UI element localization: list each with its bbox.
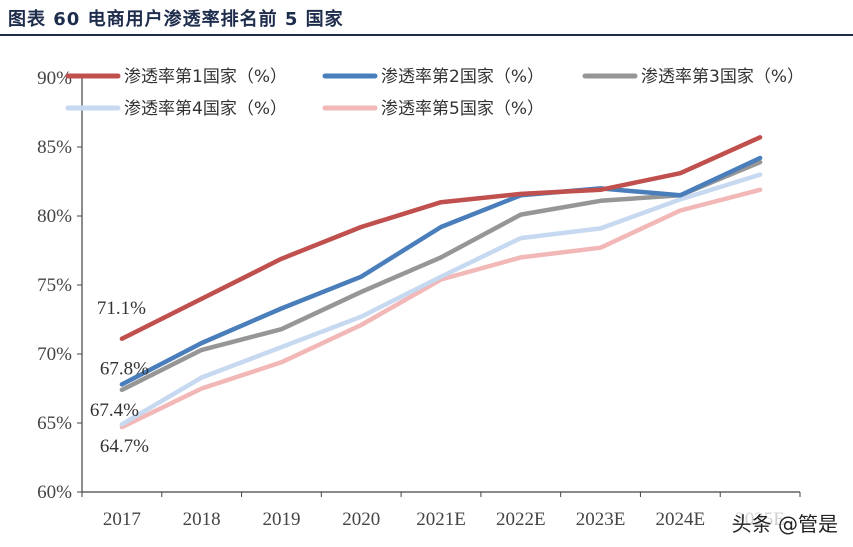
x-tick-label: 2023E (576, 509, 626, 530)
data-label: 71.1% (97, 298, 146, 319)
series-line-2 (119, 155, 763, 387)
legend-label: 渗透率第3国家（%） (641, 67, 804, 87)
watermark: 头条 @管是 (728, 508, 841, 537)
series-line-1 (119, 135, 763, 342)
y-tick-label: 90% (37, 68, 72, 89)
legend-label: 渗透率第5国家（%） (381, 99, 544, 119)
y-tick-label: 75% (37, 275, 72, 296)
series-line-3 (119, 159, 763, 393)
y-tick-label: 70% (37, 344, 72, 365)
x-tick-label: 2019 (262, 509, 300, 530)
legend-label: 渗透率第1国家（%） (124, 67, 287, 87)
chart-title: 图表 60 电商用户渗透率排名前 5 国家 (8, 9, 344, 30)
legend-label: 渗透率第4国家（%） (124, 99, 287, 119)
y-tick-label: 80% (37, 206, 72, 227)
data-label: 67.8% (100, 358, 149, 379)
series-line-4 (119, 172, 763, 427)
legend-label: 渗透率第2国家（%） (381, 67, 544, 87)
data-label: 64.7% (100, 436, 149, 457)
series-line-5 (119, 187, 763, 430)
y-tick-label: 60% (37, 482, 72, 503)
x-tick-label: 2021E (416, 509, 466, 530)
x-tick-label: 2022E (496, 509, 546, 530)
x-tick-label: 2024E (656, 509, 706, 530)
x-tick-label: 2018 (183, 509, 221, 530)
y-tick-label: 85% (37, 137, 72, 158)
data-label: 67.4% (90, 400, 139, 421)
y-tick-label: 65% (37, 413, 72, 434)
x-tick-label: 2020 (342, 509, 380, 530)
x-tick-label: 2017 (103, 509, 141, 530)
title-divider (0, 34, 853, 36)
